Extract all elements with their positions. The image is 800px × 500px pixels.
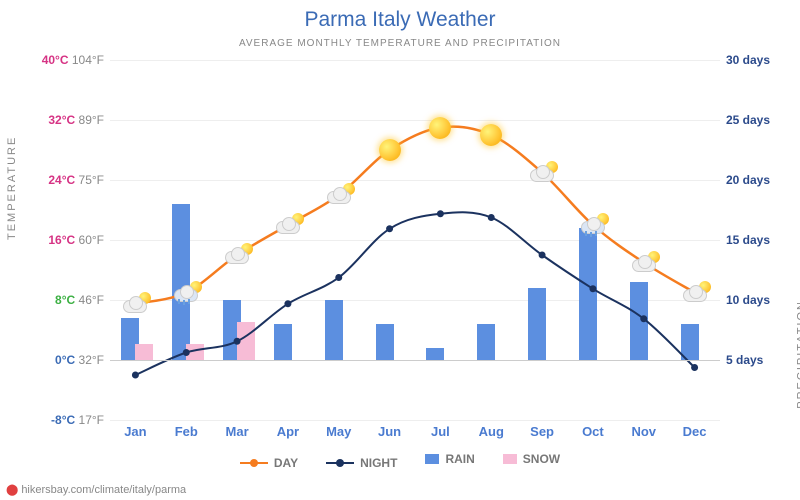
x-tick: Apr bbox=[277, 424, 299, 439]
sun-icon bbox=[429, 117, 451, 139]
night-marker bbox=[284, 300, 291, 307]
night-marker bbox=[691, 364, 698, 371]
rain-cloud-icon bbox=[579, 216, 607, 234]
y2-tick: 10 days bbox=[726, 293, 770, 307]
y1-tick: 32°C 89°F bbox=[48, 113, 104, 127]
map-pin-icon: ⬤ bbox=[6, 484, 18, 496]
y2-tick: 5 days bbox=[726, 353, 763, 367]
y2-tick: 30 days bbox=[726, 53, 770, 67]
cloud-sun-icon bbox=[274, 216, 302, 234]
legend: DAY NIGHT RAIN SNOW bbox=[0, 452, 800, 470]
gridline bbox=[110, 420, 720, 421]
y2-tick: 25 days bbox=[726, 113, 770, 127]
source-url: hikersbay.com/climate/italy/parma bbox=[21, 484, 186, 496]
cloud-sun-icon bbox=[325, 186, 353, 204]
x-tick: Nov bbox=[631, 424, 656, 439]
legend-item-snow: SNOW bbox=[503, 452, 560, 466]
x-tick: May bbox=[326, 424, 351, 439]
x-tick: Jul bbox=[431, 424, 450, 439]
cloud-sun-icon bbox=[223, 246, 251, 264]
x-tick: Mar bbox=[226, 424, 249, 439]
day-line bbox=[135, 127, 694, 304]
y1-tick: 16°C 60°F bbox=[48, 233, 104, 247]
night-marker bbox=[183, 349, 190, 356]
x-tick: Jun bbox=[378, 424, 401, 439]
night-marker bbox=[132, 372, 139, 379]
legend-item-day: DAY bbox=[240, 456, 298, 470]
cloud-sun-icon bbox=[681, 284, 709, 302]
chart-subtitle: AVERAGE MONTHLY TEMPERATURE AND PRECIPIT… bbox=[0, 38, 800, 49]
night-marker bbox=[640, 315, 647, 322]
x-tick: Jan bbox=[124, 424, 146, 439]
cloud-sun-icon bbox=[630, 254, 658, 272]
cloud-sun-icon bbox=[121, 295, 149, 313]
night-marker bbox=[386, 225, 393, 232]
night-marker bbox=[234, 338, 241, 345]
x-tick: Dec bbox=[683, 424, 707, 439]
x-tick: Feb bbox=[175, 424, 198, 439]
legend-item-night: NIGHT bbox=[326, 456, 397, 470]
night-marker bbox=[437, 210, 444, 217]
y1-tick: 8°C 46°F bbox=[55, 293, 104, 307]
sun-icon bbox=[480, 124, 502, 146]
plot-area bbox=[110, 60, 720, 420]
night-marker bbox=[335, 274, 342, 281]
x-tick: Aug bbox=[479, 424, 504, 439]
night-line bbox=[135, 212, 694, 375]
x-axis: Jan Feb Mar Apr May Jun Jul Aug Sep Oct Nov Dec bbox=[110, 424, 720, 444]
y1-tick: 0°C 32°F bbox=[55, 353, 104, 367]
x-tick: Sep bbox=[530, 424, 554, 439]
night-marker bbox=[539, 252, 546, 259]
y1-axis: 40°C 104°F32°C 89°F24°C 75°F16°C 60°F8°C… bbox=[0, 60, 110, 420]
x-axis-line bbox=[110, 360, 720, 361]
y2-axis: 30 days25 days20 days15 days10 days5 day… bbox=[720, 60, 800, 420]
legend-item-rain: RAIN bbox=[425, 452, 474, 466]
y1-tick: -8°C 17°F bbox=[51, 413, 104, 427]
rain-cloud-icon bbox=[172, 284, 200, 302]
y1-tick: 40°C 104°F bbox=[42, 53, 104, 67]
night-marker bbox=[589, 285, 596, 292]
chart-title: Parma Italy Weather bbox=[0, 0, 800, 32]
sun-icon bbox=[379, 139, 401, 161]
x-tick: Oct bbox=[582, 424, 604, 439]
cloud-sun-icon bbox=[528, 164, 556, 182]
source-footer: ⬤hikersbay.com/climate/italy/parma bbox=[6, 483, 186, 496]
y2-tick: 15 days bbox=[726, 233, 770, 247]
y2-tick: 20 days bbox=[726, 173, 770, 187]
night-marker bbox=[488, 214, 495, 221]
y1-tick: 24°C 75°F bbox=[48, 173, 104, 187]
chart-container: Parma Italy Weather AVERAGE MONTHLY TEMP… bbox=[0, 0, 800, 500]
line-chart-svg bbox=[110, 60, 720, 420]
